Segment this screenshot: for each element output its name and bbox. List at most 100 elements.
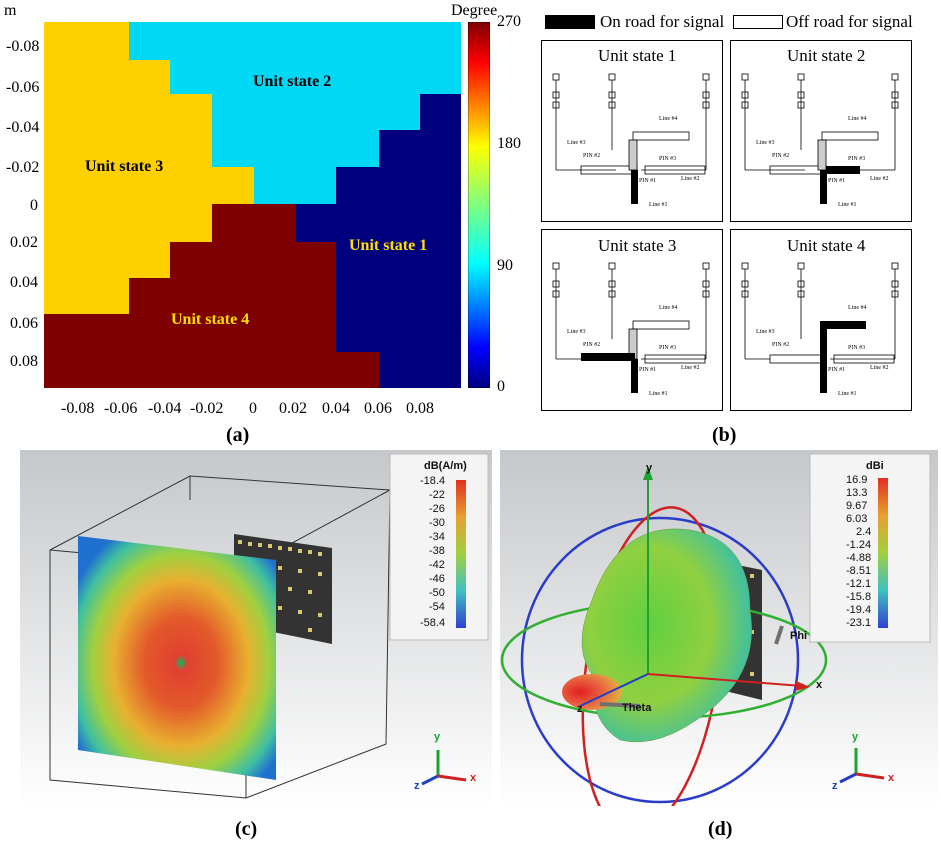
colorbar-title: Degree (451, 2, 498, 19)
axis-label-theta: Theta (622, 702, 652, 714)
colorbar-tick: 2.4 (856, 526, 872, 538)
line2-label: Line #2 (870, 176, 889, 182)
pin2-label: PIN #2 (583, 342, 600, 348)
field-plane (78, 536, 276, 780)
colorbar-tick: -8.51 (846, 565, 872, 577)
x-tick: -0.06 (104, 400, 138, 417)
pin2-label: PIN #2 (772, 342, 789, 348)
main-lobe (562, 674, 622, 710)
region-label-state4: Unit state 4 (171, 311, 250, 328)
pin3-label: PIN #3 (659, 345, 676, 351)
unit-state-box-4 (730, 229, 912, 411)
line2-label: Line #2 (681, 176, 700, 182)
line4-label: Line #4 (848, 305, 867, 311)
axis-label-x: x (470, 772, 477, 784)
unit-state-title: Unit state 1 (598, 46, 677, 65)
colorbar-tick: -15.8 (846, 591, 872, 603)
colorbar-tick: -34 (429, 531, 445, 543)
caption-b: (b) (712, 424, 737, 446)
line3-label: Line #3 (756, 329, 775, 335)
x-tick: 0.02 (279, 400, 307, 417)
colorbar-tick: -18.4 (420, 475, 446, 487)
triad-label-y: y (852, 731, 859, 743)
axis-label-x: x (816, 679, 823, 691)
axis-triad-d (839, 748, 885, 784)
y-tick: -0.02 (6, 159, 40, 176)
axis-label-y: y (646, 462, 653, 474)
colorbar-tick: -50 (429, 587, 445, 599)
axis-triad-c (421, 750, 467, 786)
colorbar-tick: -23.1 (846, 617, 872, 629)
colorbar-tick: -42 (429, 559, 445, 571)
unit-state-box-1 (541, 40, 723, 222)
line4-label: Line #4 (848, 116, 867, 122)
line1-label: Line #1 (838, 202, 857, 208)
y-tick: 0.08 (10, 353, 38, 370)
field-distribution-view (20, 450, 492, 806)
colorbar-tick: 13.3 (846, 487, 868, 499)
legend-off-label: Off road for signal (786, 12, 913, 31)
circuit-diagram-2: Line #4 Line #3 PIN #2 PIN #3 PIN #1 Lin… (741, 73, 899, 208)
y-tick: -0.08 (6, 38, 40, 55)
axis-label-z: z (577, 703, 583, 715)
colorbar-tick: -19.4 (846, 604, 872, 616)
axis-label-y: y (434, 731, 441, 743)
colorbar-tick: 90 (497, 257, 513, 274)
line1-label: Line #1 (649, 391, 668, 397)
unit-state-title: Unit state 4 (787, 236, 866, 255)
y-tick: -0.04 (6, 119, 40, 136)
x-tick: 0.08 (406, 400, 434, 417)
region-label-state1: Unit state 1 (349, 237, 428, 254)
line3-label: Line #3 (756, 140, 775, 146)
unit-state-title: Unit state 2 (787, 46, 866, 65)
colorbar-tick: -54 (429, 601, 445, 613)
pin1-label: PIN #1 (828, 367, 845, 373)
colorbar-tick: 16.9 (846, 474, 868, 486)
circuit-diagram-3: Line #4 Line #3 PIN #2 PIN #3 PIN #1 Lin… (552, 262, 710, 397)
colorbar-tick: -58.4 (420, 617, 446, 629)
caption-a: (a) (226, 424, 250, 446)
x-tick: 0.06 (364, 400, 392, 417)
radiation-pattern-view (500, 450, 938, 806)
colorbar (468, 22, 490, 388)
colorbar-tick: -30 (429, 517, 445, 529)
y-tick: 0 (30, 197, 38, 214)
colorbar-tick: -26 (429, 503, 445, 515)
legend-on-swatch (545, 15, 595, 29)
legend-off-swatch (733, 15, 783, 29)
y-tick: 0.06 (10, 315, 38, 332)
x-tick: -0.04 (148, 400, 182, 417)
legend-on-label: On road for signal (600, 12, 725, 31)
line2-label: Line #2 (870, 365, 889, 371)
colorbar-tick: -38 (429, 545, 445, 557)
unit-state-title: Unit state 3 (598, 236, 677, 255)
colorbar-tick: 6.03 (846, 513, 868, 525)
colorbar-title: dBi (866, 460, 884, 472)
colorbar-tick: -22 (429, 489, 445, 501)
line4-label: Line #4 (659, 305, 678, 311)
line3-label: Line #3 (567, 140, 586, 146)
colorbar-tick: 180 (497, 135, 521, 152)
y-tick: 0.04 (10, 274, 38, 291)
colorbar-title: dB(A/m) (424, 460, 467, 472)
line2-label: Line #2 (681, 365, 700, 371)
colorbar-tick: -46 (429, 573, 445, 585)
pin1-label: PIN #1 (639, 367, 656, 373)
phase-map (44, 22, 461, 388)
axis-unit-label: m (4, 2, 17, 19)
region-label-state2: Unit state 2 (253, 73, 332, 90)
pin1-label: PIN #1 (639, 178, 656, 184)
y-tick: -0.06 (6, 79, 40, 96)
line4-label: Line #4 (659, 116, 678, 122)
x-tick: -0.02 (190, 400, 224, 417)
x-tick: 0.04 (322, 400, 350, 417)
region-label-state3: Unit state 3 (85, 158, 164, 175)
x-tick: 0 (249, 400, 257, 417)
circuit-diagram-1: Line #4 Line #3 PIN #2 PIN #3 PIN #1 Lin… (552, 73, 710, 208)
region-state4 (44, 204, 379, 388)
triad-label-z: z (832, 780, 838, 792)
caption-c: (c) (235, 818, 258, 840)
colorbar-tick: 0 (497, 378, 505, 395)
colorbar-tick: 9.67 (846, 500, 868, 512)
pin3-label: PIN #3 (848, 345, 865, 351)
